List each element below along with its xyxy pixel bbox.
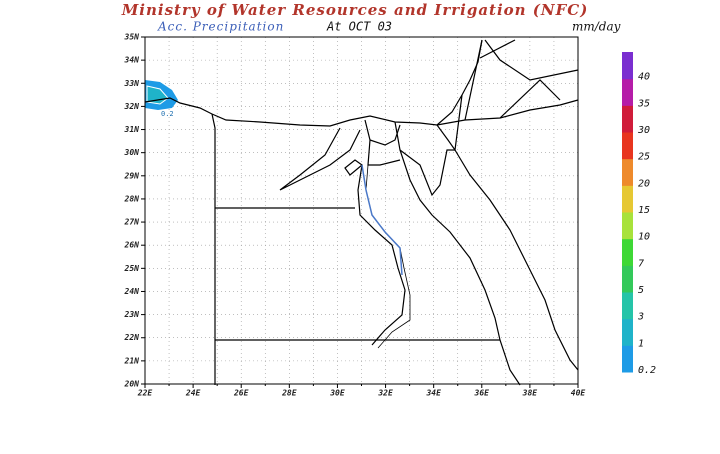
- lon-label: 38E: [522, 389, 538, 398]
- lon-label: 26E: [233, 389, 249, 398]
- lon-label: 34E: [425, 389, 441, 398]
- title: Ministry of Water Resources and Irrigati…: [121, 1, 589, 19]
- lat-label: 26N: [124, 241, 140, 250]
- lat-label: 21N: [124, 356, 140, 365]
- color-swatch: [622, 105, 633, 133]
- lon-label: 28E: [281, 389, 297, 398]
- subtitle: Acc. Precipitation: [157, 20, 284, 34]
- ticks: 35N 34N 33N 32N 31N 30N 29N 28N 27N 26N 25N 24N 23N 2…: [124, 33, 586, 398]
- lat-label: 24N: [124, 287, 140, 296]
- colorbar-label: 7: [638, 258, 644, 269]
- lat-label: 35N: [124, 33, 140, 42]
- lon-label: 22E: [137, 389, 153, 398]
- colorbar-label: 30: [637, 125, 650, 136]
- lat-label: 23N: [124, 310, 140, 319]
- lat-label: 29N: [124, 171, 140, 180]
- color-swatch: [622, 132, 633, 160]
- lat-label: 27N: [124, 218, 140, 227]
- lat-label: 22N: [124, 333, 140, 342]
- colorbar-label: 15: [638, 205, 650, 216]
- lat-label: 34N: [124, 56, 140, 65]
- color-swatch: [622, 212, 633, 240]
- lon-label: 36E: [474, 389, 490, 398]
- colorbar-label: 3: [637, 312, 644, 323]
- lat-label: 30N: [124, 148, 140, 157]
- lat-label: 31N: [124, 125, 140, 134]
- colorbar-label: 5: [638, 285, 644, 296]
- contour-label: 0.2: [161, 110, 174, 118]
- color-swatch: [622, 345, 633, 373]
- nile: [361, 164, 403, 276]
- lat-label: 33N: [124, 79, 140, 88]
- lat-label: 20N: [124, 380, 140, 389]
- colorbar-label: 25: [638, 152, 650, 163]
- lon-label: 32E: [377, 389, 393, 398]
- color-swatch: [622, 292, 633, 320]
- grid: [144, 36, 579, 385]
- lat-label: 32N: [124, 102, 140, 111]
- colorbar-label: 35: [637, 98, 650, 109]
- colorbar-label: 20: [638, 178, 650, 189]
- lon-label: 24E: [185, 389, 201, 398]
- unit: mm/day: [572, 20, 621, 34]
- color-swatch: [622, 78, 633, 106]
- colorbar-label: 1: [638, 338, 644, 349]
- lon-label: 30E: [329, 389, 345, 398]
- color-swatch: [622, 52, 633, 80]
- color-swatch: [622, 158, 633, 186]
- colorbar-label: 10: [638, 232, 650, 243]
- date: At OCT 03: [326, 20, 392, 34]
- lat-label: 28N: [124, 194, 140, 203]
- lat-label: 25N: [124, 264, 140, 273]
- lon-label: 40E: [571, 389, 586, 398]
- color-swatch: [622, 185, 633, 213]
- color-swatch: [622, 318, 633, 346]
- colorbar-label: 0.2: [638, 365, 656, 376]
- colorbar-label: 40: [638, 72, 650, 83]
- color-swatch: [622, 238, 633, 266]
- color-swatch: [622, 265, 633, 293]
